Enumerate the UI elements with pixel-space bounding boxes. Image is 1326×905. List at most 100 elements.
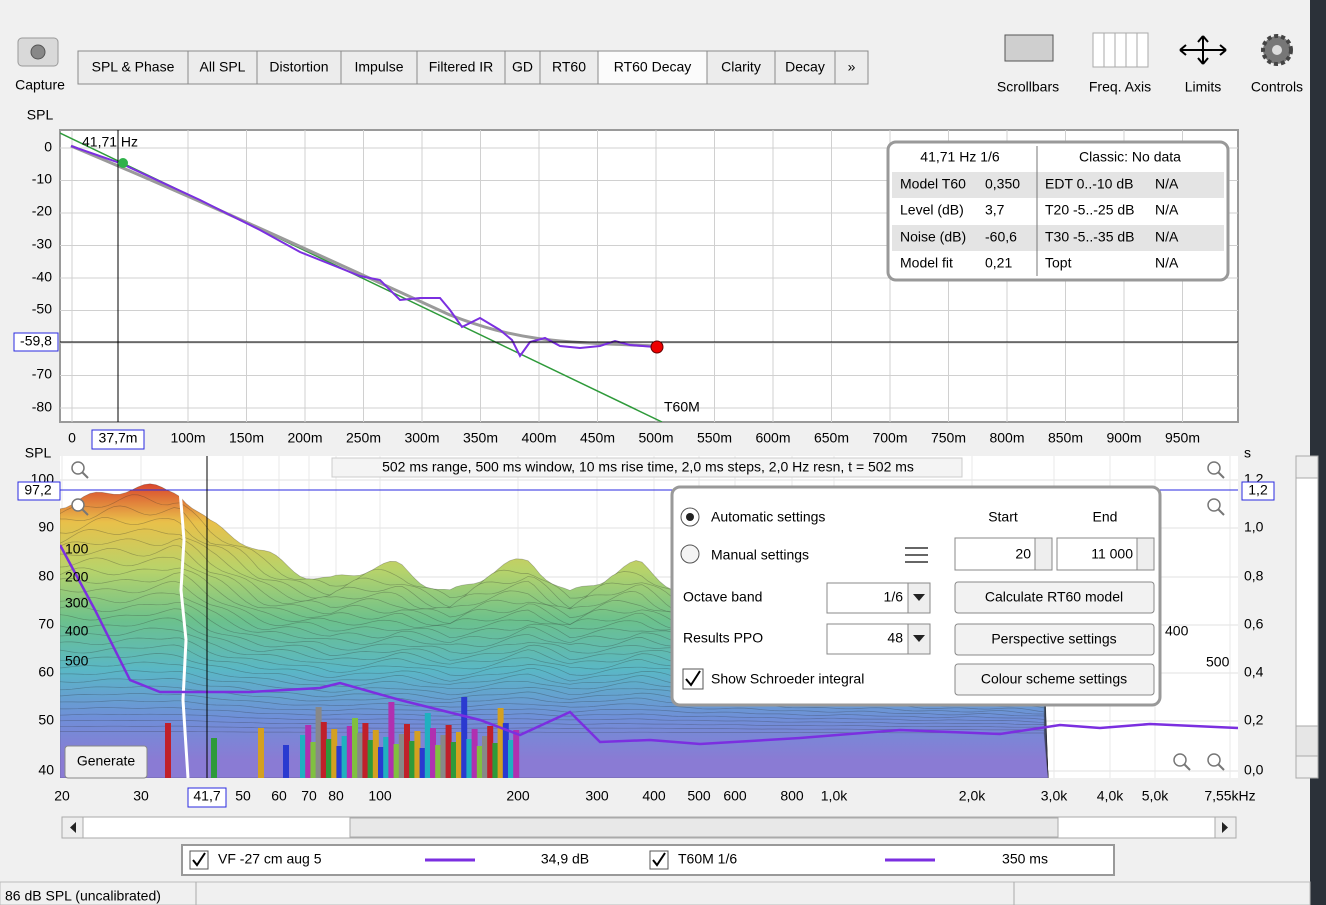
y-axis-label: SPL — [27, 107, 54, 123]
legend-value: 350 ms — [1002, 851, 1048, 867]
zoom-icon[interactable] — [1207, 498, 1221, 512]
v-scroll-thumb[interactable] — [1295, 725, 1319, 757]
settings-button[interactable] — [954, 623, 1155, 656]
info-header: 41,71 Hz 1/6 — [920, 149, 1000, 165]
zoom-icon-handle — [81, 508, 89, 516]
tool-label: Limits — [1185, 79, 1222, 95]
waterfall-bar — [320, 722, 327, 778]
info-cell: Topt — [1045, 255, 1072, 271]
generate-label: Generate — [77, 753, 136, 769]
x-tick-label: 600m — [755, 430, 790, 446]
decay-curves — [60, 132, 663, 422]
waterfall-bar — [424, 713, 431, 778]
x-cursor-box — [187, 787, 227, 808]
tab-label: All SPL — [200, 59, 246, 75]
spinner[interactable] — [1034, 537, 1053, 571]
x-cursor-label: 37,7m — [99, 430, 138, 446]
waterfall-bar — [352, 718, 358, 778]
waterfall-bar — [456, 732, 462, 778]
x-tick-label: 100 — [368, 788, 392, 804]
info-row-shade — [892, 225, 1224, 251]
x-tick-label: 850m — [1048, 430, 1083, 446]
waterfall-bar — [393, 744, 400, 778]
settings-button[interactable] — [954, 581, 1155, 614]
scrollbars-icon[interactable] — [1004, 34, 1054, 62]
measured-curve — [70, 145, 656, 358]
y2-tick-label: 0,0 — [1244, 762, 1264, 778]
waterfall-white-trace — [178, 489, 190, 778]
zoom-icon-handle — [1217, 471, 1225, 479]
tab[interactable] — [256, 50, 342, 85]
freq-axis-icon[interactable] — [1092, 32, 1149, 68]
x-tick-label: 50 — [235, 788, 251, 804]
y-tick-label: -30 — [32, 236, 52, 252]
y-tick-label: 50 — [38, 712, 54, 728]
tab[interactable] — [539, 50, 599, 85]
h-scroll-thumb[interactable] — [349, 817, 1059, 838]
y-cursor-label: -59,8 — [20, 333, 52, 349]
tab[interactable] — [77, 50, 189, 85]
capture-lens — [30, 44, 46, 60]
x-tick-label: 7,55kHz — [1204, 788, 1255, 804]
tab[interactable] — [706, 50, 776, 85]
limits-icon[interactable] — [1179, 35, 1227, 65]
generate-button[interactable] — [64, 745, 148, 779]
v-scroll-down[interactable] — [1295, 755, 1319, 779]
info-row-shade — [892, 172, 1224, 198]
tool-label: Scrollbars — [997, 79, 1059, 95]
zoom-icon-handle — [1183, 763, 1191, 771]
waterfall-bar — [326, 739, 332, 778]
zoom-icon-handle — [1217, 763, 1225, 771]
end-point — [650, 340, 664, 354]
settings-button[interactable] — [954, 663, 1155, 696]
tab[interactable] — [187, 50, 258, 85]
spinner[interactable] — [1136, 537, 1155, 571]
x-tick-label: 600 — [723, 788, 747, 804]
info-cell: N/A — [1155, 176, 1179, 192]
tab[interactable] — [834, 50, 869, 85]
waterfall-bar — [461, 697, 468, 778]
x-tick-label: 400m — [521, 430, 556, 446]
x-tick-label: 200m — [287, 430, 322, 446]
x-tick-label: 300m — [404, 430, 439, 446]
x-tick-label: 1,0k — [821, 788, 848, 804]
model-label: T60M — [664, 399, 700, 415]
field-label: Results PPO — [683, 630, 763, 646]
waterfall-bar — [211, 738, 217, 778]
tab-label: Distortion — [269, 59, 328, 75]
x-tick-label: 700m — [872, 430, 907, 446]
zoom-icon[interactable] — [71, 461, 85, 475]
tab[interactable] — [504, 50, 541, 85]
waterfall-bar — [430, 728, 436, 778]
info-cell: 0,21 — [985, 255, 1012, 271]
y2-tick-label: 0,8 — [1244, 568, 1264, 584]
tab[interactable] — [416, 50, 506, 85]
zoom-icon-handle — [1217, 508, 1225, 516]
zoom-icon[interactable] — [1207, 753, 1221, 767]
x-tick-label: 0 — [68, 430, 76, 446]
radio-manual[interactable] — [680, 544, 700, 564]
check-mark — [652, 852, 666, 867]
x-tick-label: 400 — [642, 788, 666, 804]
waterfall-bar — [492, 743, 499, 778]
depth-label: 500 — [1206, 654, 1230, 670]
zoom-icon[interactable] — [1207, 461, 1221, 475]
depth-label: 400 — [65, 623, 89, 639]
zoom-icon[interactable] — [1173, 753, 1187, 767]
legend-name: VF -27 cm aug 5 — [218, 851, 322, 867]
status-bar — [0, 881, 1311, 905]
info-cell: 0,350 — [985, 176, 1020, 192]
waterfall-bar — [487, 726, 494, 778]
tab[interactable] — [340, 50, 418, 85]
tab-label: Filtered IR — [429, 59, 494, 75]
v-scroll-up[interactable] — [1295, 455, 1319, 479]
waterfall-bar — [357, 733, 364, 778]
tab-label: RT60 — [552, 59, 586, 75]
combo-arrow-icon — [913, 594, 925, 601]
tab[interactable] — [774, 50, 836, 85]
zoom-icon[interactable] — [71, 498, 85, 512]
x-tick-label: 20 — [54, 788, 70, 804]
depth-label: 200 — [65, 569, 89, 585]
